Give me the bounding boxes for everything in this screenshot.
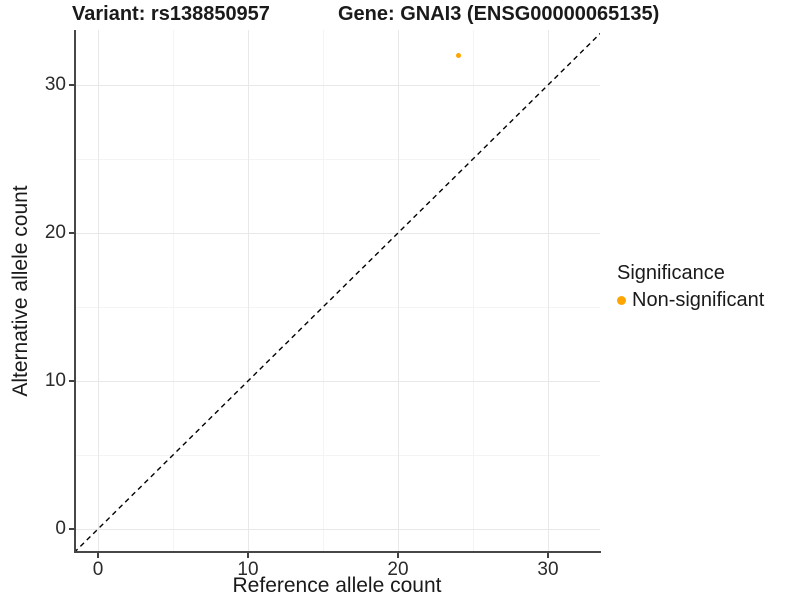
- y-axis-line: [74, 30, 76, 553]
- gridline: [322, 30, 324, 552]
- gridline: [75, 158, 600, 160]
- plot-title-gene: Gene: GNAI3 (ENSG00000065135): [338, 3, 660, 25]
- y-tick-mark: [69, 84, 74, 86]
- x-tick-mark: [397, 553, 399, 558]
- plot-title-variant: Variant: rs138850957: [72, 3, 270, 25]
- gridline: [75, 232, 600, 234]
- gridline: [75, 528, 600, 530]
- gridline: [397, 30, 399, 552]
- y-tick-label: 10: [44, 370, 66, 391]
- y-tick-label: 20: [44, 222, 66, 243]
- y-tick-mark: [69, 232, 74, 234]
- legend-title: Significance: [617, 262, 725, 284]
- x-tick-label: 10: [237, 559, 259, 580]
- x-tick-label: 20: [387, 559, 409, 580]
- legend: Significance Non-significant: [617, 262, 764, 312]
- x-tick-mark: [247, 553, 249, 558]
- x-tick-mark: [547, 553, 549, 558]
- gridline: [75, 380, 600, 382]
- gridline: [97, 30, 99, 552]
- x-tick-label: 0: [92, 559, 104, 580]
- gridline: [172, 30, 174, 552]
- x-axis-line: [74, 551, 601, 553]
- plot-panel: [75, 30, 600, 552]
- legend-item-non-significant: Non-significant: [617, 289, 764, 312]
- y-tick-mark: [69, 380, 74, 382]
- x-axis-title: Reference allele count: [232, 574, 442, 597]
- gridline: [75, 306, 600, 308]
- y-tick-label: 30: [44, 74, 66, 95]
- y-tick-label: 0: [55, 518, 66, 539]
- identity-dashed-line: [75, 32, 600, 552]
- y-axis-title: Alternative allele count: [9, 185, 32, 397]
- y-tick-mark: [69, 528, 74, 530]
- gridline: [547, 30, 549, 552]
- gridline: [75, 454, 600, 456]
- gridline: [247, 30, 249, 552]
- x-tick-label: 30: [537, 559, 559, 580]
- gridline: [75, 84, 600, 86]
- x-tick-mark: [97, 553, 99, 558]
- data-point: [455, 52, 461, 58]
- legend-item-label: Non-significant: [632, 289, 765, 311]
- legend-point-swatch: [617, 296, 626, 305]
- gridline: [472, 30, 474, 552]
